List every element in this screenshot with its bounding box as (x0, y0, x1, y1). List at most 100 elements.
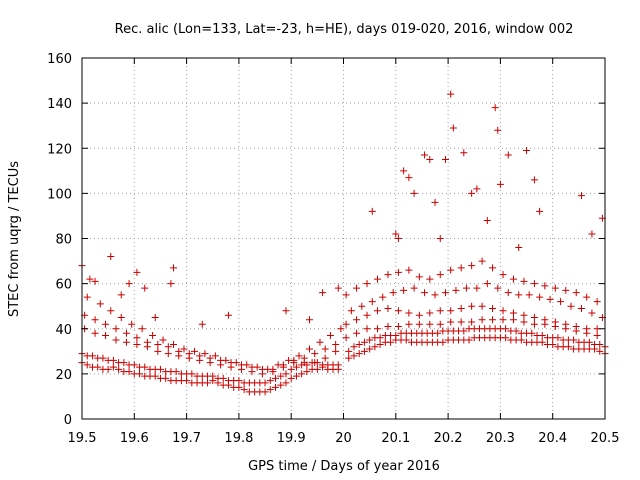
data-point (99, 354, 107, 362)
x-tick-label: 20.4 (538, 431, 567, 446)
data-point (316, 338, 324, 346)
data-point (94, 363, 102, 371)
y-tick-label: 20 (55, 368, 72, 383)
data-point (170, 341, 178, 349)
data-point (162, 374, 170, 382)
data-point (138, 325, 146, 333)
data-point (426, 320, 434, 328)
data-point (175, 347, 183, 355)
data-point (334, 361, 342, 369)
data-point (151, 313, 159, 321)
data-point (384, 271, 392, 279)
data-point (583, 325, 591, 333)
y-tick-label: 140 (47, 97, 72, 112)
chart-title: Rec. alic (Lon=133, Lat=-23, h=HE), days… (115, 22, 574, 37)
data-point (410, 189, 418, 197)
data-point (332, 347, 340, 355)
data-point (91, 277, 99, 285)
data-point (468, 302, 476, 310)
data-point (319, 289, 327, 297)
data-point (224, 311, 232, 319)
data-point (517, 336, 525, 344)
x-tick-label: 19.7 (172, 431, 201, 446)
data-point (287, 365, 295, 373)
data-point (415, 311, 423, 319)
data-point (368, 298, 376, 306)
data-point (107, 253, 115, 261)
data-point (483, 216, 491, 224)
x-tick-label: 20.1 (381, 431, 410, 446)
data-point (376, 341, 384, 349)
data-point (394, 307, 402, 315)
y-tick-label: 40 (55, 323, 72, 338)
data-point (478, 316, 486, 324)
data-point (266, 377, 274, 385)
data-point (530, 313, 538, 321)
data-point (499, 316, 507, 324)
data-point (572, 322, 580, 330)
data-point (88, 352, 96, 360)
data-point (366, 336, 374, 344)
data-point (549, 341, 557, 349)
data-point (313, 365, 321, 373)
data-point (211, 352, 219, 360)
data-point (460, 327, 468, 335)
data-point (504, 151, 512, 159)
x-tick-labels: 19.5 19.6 19.7 19.8 19.9 20 20.1 20.2 20.3 20.4 20… (68, 431, 620, 446)
data-point (596, 341, 604, 349)
x-tick-label: 20.3 (486, 431, 515, 446)
data-point (117, 313, 125, 321)
data-point (562, 286, 570, 294)
data-point (350, 343, 358, 351)
data-point (431, 291, 439, 299)
data-point (368, 207, 376, 215)
data-point (311, 350, 319, 358)
data-point (588, 309, 596, 317)
data-point (172, 368, 180, 376)
data-point (347, 307, 355, 315)
data-point (198, 320, 206, 328)
data-point (222, 356, 230, 364)
data-point (363, 280, 371, 288)
data-point (360, 338, 368, 346)
data-point (183, 377, 191, 385)
data-point (496, 180, 504, 188)
data-point (457, 264, 465, 272)
data-point (436, 307, 444, 315)
data-point (504, 289, 512, 297)
data-point (373, 325, 381, 333)
data-point (567, 302, 575, 310)
data-point (402, 336, 410, 344)
data-point (109, 356, 117, 364)
data-point (342, 334, 350, 342)
data-point (282, 307, 290, 315)
data-point (298, 370, 306, 378)
data-point (557, 298, 565, 306)
data-point (528, 329, 536, 337)
data-point (509, 309, 517, 317)
y-tick-label: 160 (47, 52, 72, 67)
data-point (366, 345, 374, 353)
data-point (405, 174, 413, 182)
data-point (494, 126, 502, 134)
data-point (209, 372, 217, 380)
data-point (363, 311, 371, 319)
data-point (235, 377, 243, 385)
data-point (515, 244, 523, 252)
data-point (342, 291, 350, 299)
data-point (421, 151, 429, 159)
data-point (287, 374, 295, 382)
data-point (353, 284, 361, 292)
data-point (596, 347, 604, 355)
data-point (120, 359, 128, 367)
data-point (379, 293, 387, 301)
data-point (460, 149, 468, 157)
data-point (185, 350, 193, 358)
data-point (588, 230, 596, 238)
data-point (577, 192, 585, 200)
data-point (196, 352, 204, 360)
data-point (141, 284, 149, 292)
data-point (83, 293, 91, 301)
data-point (345, 347, 353, 355)
data-point (112, 325, 120, 333)
